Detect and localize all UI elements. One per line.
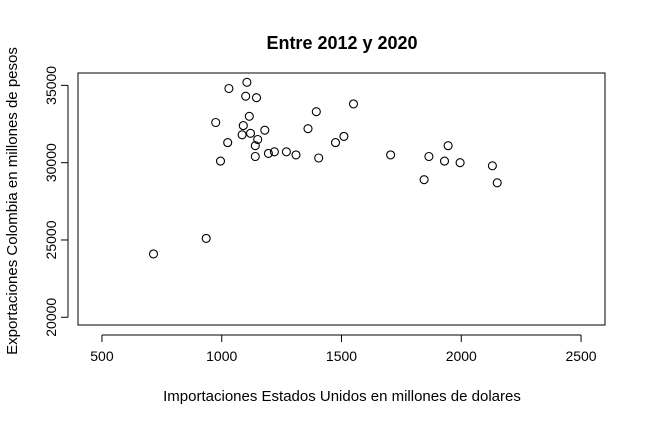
data-points <box>148 77 502 259</box>
data-point <box>311 107 321 117</box>
data-point <box>439 156 450 166</box>
plot-box <box>77 72 606 326</box>
data-point <box>241 91 251 101</box>
y-tick-label: 20000 <box>43 298 59 337</box>
data-point <box>242 77 252 87</box>
data-point <box>250 141 260 151</box>
data-point <box>215 156 226 166</box>
data-point <box>330 138 341 148</box>
data-point <box>487 161 497 171</box>
data-point <box>148 249 159 259</box>
x-tick-label: 500 <box>90 348 114 364</box>
y-axis: 20000 25000 30000 35000 <box>43 66 69 337</box>
data-point <box>224 83 234 94</box>
x-tick-label: 2500 <box>565 348 596 364</box>
data-point <box>250 151 260 162</box>
data-point <box>223 138 233 148</box>
x-tick-label: 2000 <box>446 348 477 364</box>
x-tick-label: 1000 <box>206 348 237 364</box>
data-point <box>211 117 221 128</box>
data-point <box>386 150 396 160</box>
x-tick-label: 1500 <box>326 348 357 364</box>
x-axis-label: Importaciones Estados Unidos en millones… <box>163 388 521 405</box>
x-axis: 500 1000 1500 2000 2500 <box>90 334 597 364</box>
data-point <box>269 147 279 157</box>
data-point <box>263 148 273 158</box>
data-point <box>419 175 429 185</box>
data-point <box>455 158 465 168</box>
data-point <box>424 151 434 162</box>
data-point <box>245 128 256 138</box>
data-point <box>201 233 211 243</box>
data-point <box>492 178 502 188</box>
data-point <box>281 147 291 157</box>
y-tick-label: 25000 <box>43 220 59 259</box>
y-axis-label: Exportaciones Colombia en millones de pe… <box>4 47 21 355</box>
data-point <box>251 93 262 103</box>
data-point <box>314 153 324 163</box>
chart-title: Entre 2012 y 2020 <box>266 33 417 53</box>
data-point <box>253 134 263 145</box>
data-point <box>244 111 254 121</box>
y-tick-label: 35000 <box>43 66 59 105</box>
data-point <box>237 130 247 140</box>
data-point <box>303 124 313 134</box>
data-point <box>238 121 248 131</box>
y-tick-label: 30000 <box>43 143 59 182</box>
data-point <box>291 150 301 160</box>
data-point <box>348 99 359 109</box>
data-point <box>443 141 453 151</box>
data-point <box>260 125 270 135</box>
data-point <box>339 131 349 141</box>
